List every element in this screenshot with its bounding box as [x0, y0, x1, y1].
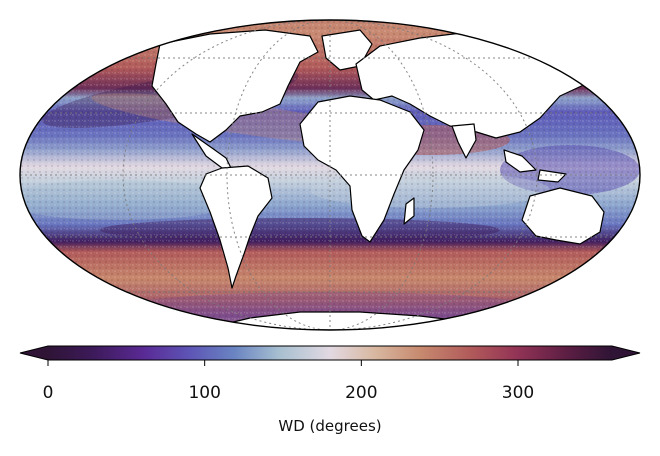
- madagascar-landmass: [403, 197, 415, 225]
- colorbar-tick-label: 100: [188, 383, 220, 403]
- africa-landmass: [299, 95, 425, 243]
- colorbar-extend-max: [612, 346, 640, 360]
- map: [19, 19, 641, 331]
- colorbar-label: WD (degrees): [278, 417, 381, 435]
- colorbar: 0 100 200 300 WD (degrees): [19, 345, 641, 435]
- graticule: [20, 20, 640, 330]
- colorbar-tick-label: 300: [502, 383, 534, 403]
- colorbar-tick-label: 200: [345, 383, 377, 403]
- map-border: [19, 19, 641, 331]
- indonesia-islands: [503, 149, 567, 183]
- colorbar-extend-min: [20, 346, 48, 360]
- colorbar-ramp: [48, 346, 612, 360]
- australia-landmass: [521, 187, 605, 245]
- colorbar-tick-label: 0: [43, 383, 54, 403]
- india-landmass: [451, 123, 477, 159]
- colorbar-outline: [19, 345, 641, 361]
- colorbar-ticks: 0 100 200 300: [43, 360, 534, 403]
- south-america-landmass: [199, 165, 273, 289]
